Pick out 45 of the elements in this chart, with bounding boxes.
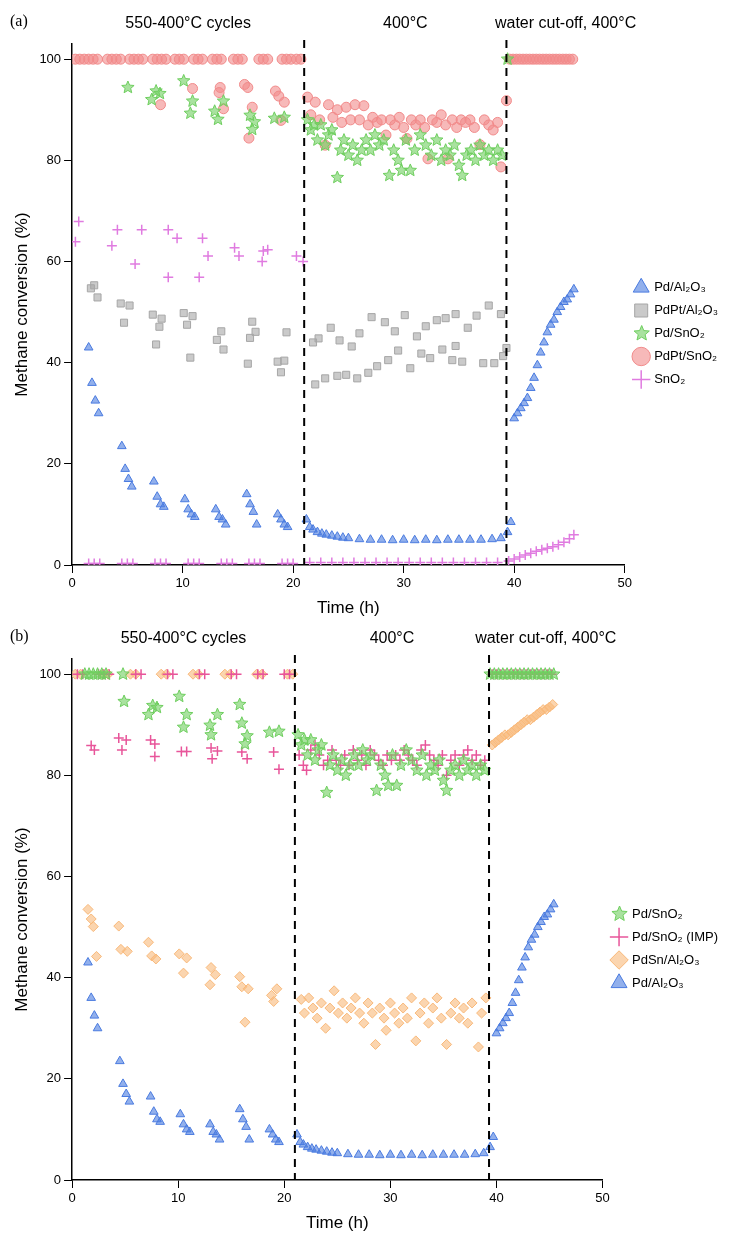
x-tick-label: 30 (383, 1190, 398, 1206)
y-tick-label: 0 (53, 556, 62, 572)
y-tick-label: 100 (39, 665, 62, 681)
y-axis-title: Methane conversion (%) (11, 827, 31, 1012)
x-tick-label: 50 (595, 1190, 610, 1206)
x-tick-label: 10 (175, 575, 190, 591)
text: 400°C (369, 629, 415, 646)
text: 550-400°C cycles (125, 14, 251, 31)
y-tick-label: 80 (46, 766, 62, 782)
legend-label: Pd/SnO₂ (632, 905, 683, 921)
x-tick-label: 0 (68, 1190, 76, 1206)
chart-title: (b) (10, 627, 29, 645)
x-axis-title: Time (h) (317, 598, 380, 618)
y-tick-label: 60 (46, 253, 62, 269)
x-axis-title: Time (h) (305, 1213, 369, 1233)
legend-label: Pd/SnO₂ (IMP) (632, 928, 719, 944)
legend-label: PdSn/Al₂O₃ (632, 951, 700, 967)
legend-label: PdPt/Al₂O₃ (654, 302, 719, 318)
y-tick-label: 0 (53, 1171, 62, 1187)
chart-title: (a) (10, 12, 28, 30)
y-tick-label: 60 (46, 868, 62, 884)
y-tick-label: 40 (46, 354, 62, 370)
x-tick-label: 0 (68, 575, 76, 591)
y-tick-label: 20 (46, 455, 62, 471)
text: water cut-off, 400°C (474, 629, 617, 646)
y-tick-label: 40 (46, 969, 62, 985)
legend-label: Pd/SnO₂ (654, 325, 705, 341)
x-tick-label: 30 (396, 575, 411, 591)
x-tick-label: 10 (170, 1190, 186, 1206)
x-tick-label: 20 (277, 1190, 292, 1206)
legend-label: Pd/Al₂O₃ (632, 974, 684, 990)
y-tick-label: 20 (46, 1070, 62, 1086)
x-tick-label: 40 (489, 1190, 504, 1206)
legend-label: PdPt/SnO₂ (654, 348, 718, 364)
legend-label: SnO₂ (654, 371, 686, 387)
y-tick-label: 100 (39, 50, 62, 66)
x-tick-label: 50 (617, 575, 632, 591)
y-axis-title: Methane conversion (%) (11, 212, 31, 397)
text: 550-400°C cycles (120, 629, 247, 646)
x-tick-label: 20 (285, 575, 301, 591)
text: 400°C (382, 14, 428, 31)
x-tick-label: 40 (506, 575, 522, 591)
y-tick-label: 80 (46, 151, 62, 167)
text: water cut-off, 400°C (493, 14, 637, 31)
legend-label: Pd/Al₂O₃ (654, 279, 706, 295)
